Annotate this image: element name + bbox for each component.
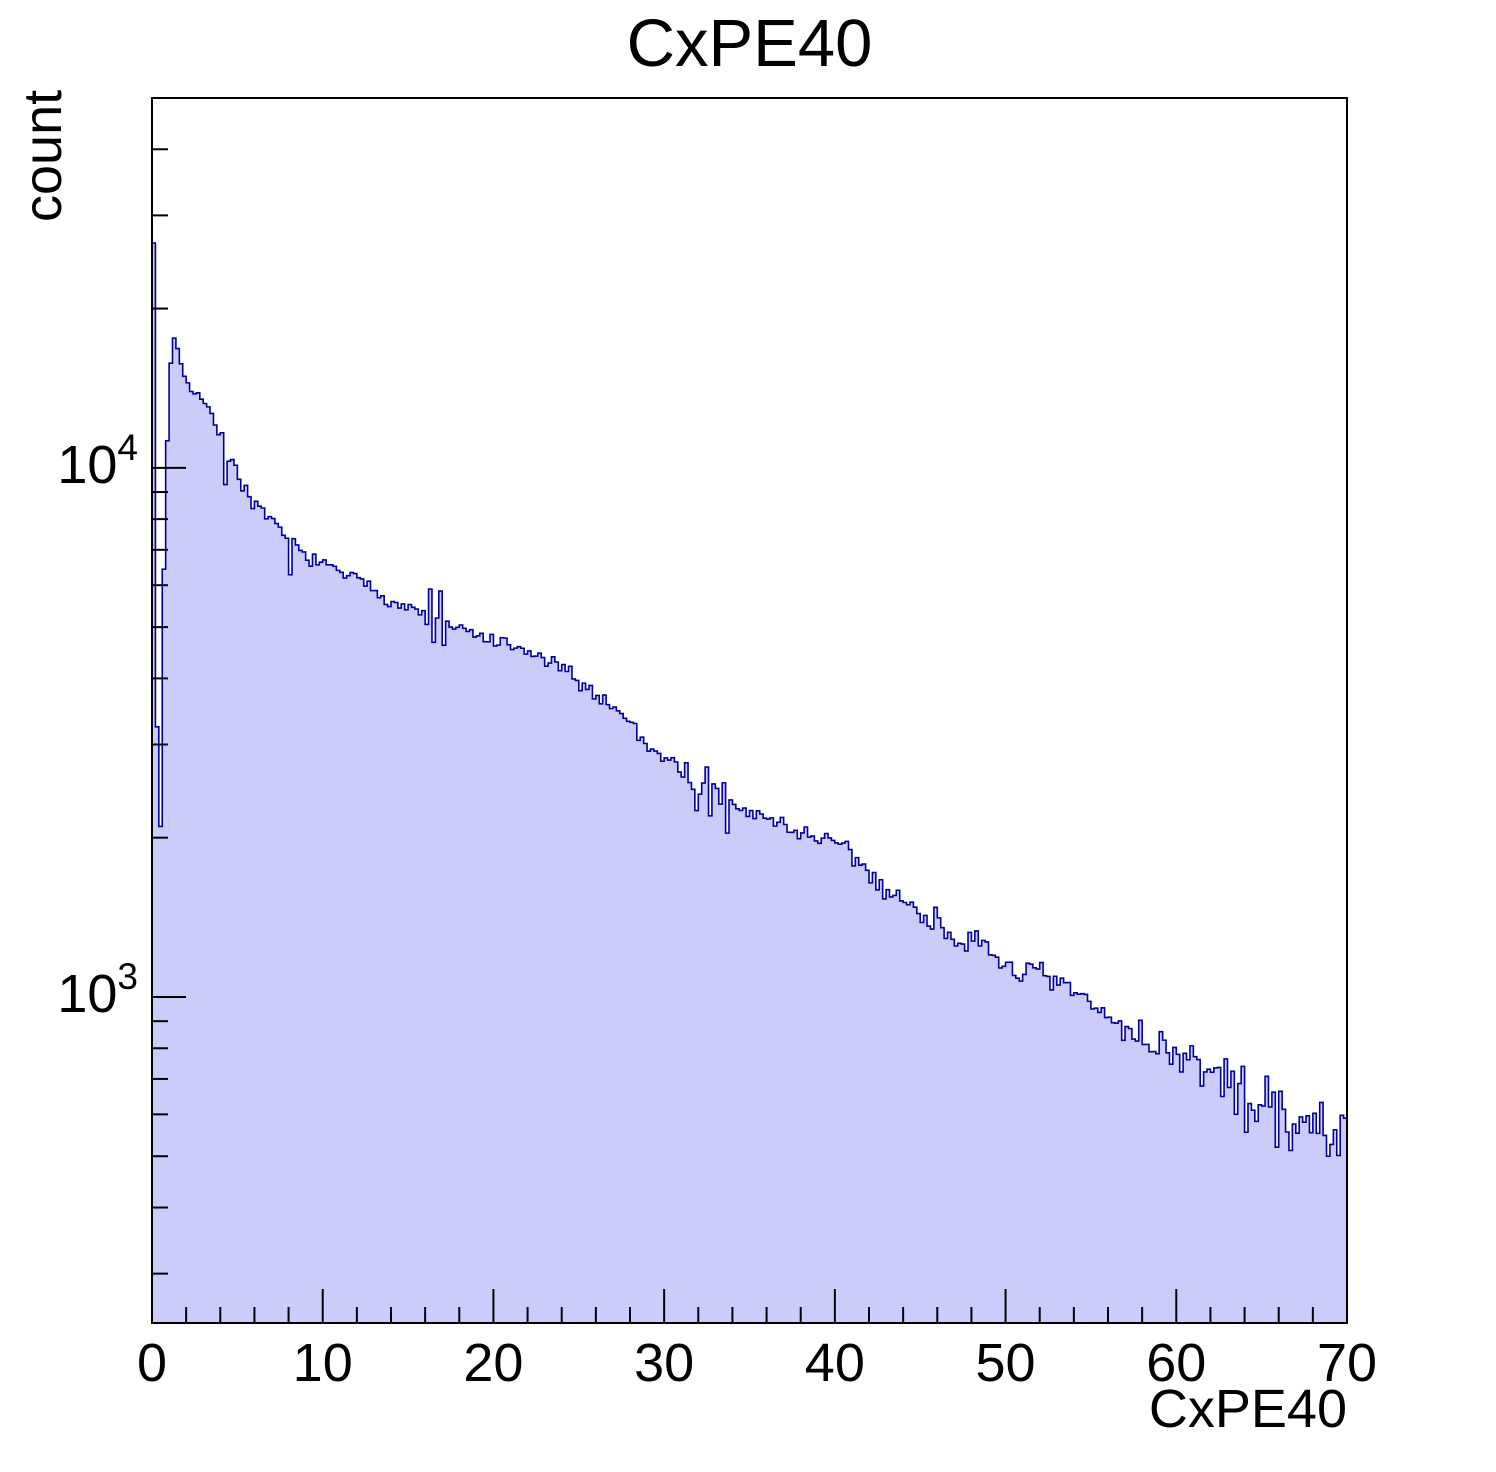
x-tick-label: 40: [804, 1333, 865, 1393]
y-tick-label: 104: [0, 429, 138, 496]
x-tick-label: 0: [136, 1333, 168, 1393]
x-tick-label: 50: [975, 1333, 1036, 1393]
x-axis-title: CxPE40: [1148, 1379, 1347, 1439]
plot-frame: [151, 97, 1348, 1324]
y-tick-label: 103: [0, 958, 138, 1025]
x-tick-label: 70: [1316, 1333, 1378, 1393]
histogram-area: [151, 242, 1348, 1324]
x-tick-label: 20: [463, 1333, 524, 1393]
y-tick-exponent: 3: [117, 955, 138, 997]
y-tick-exponent: 4: [117, 426, 138, 468]
y-tick-base: 10: [57, 963, 118, 1024]
y-axis-title: count: [13, 89, 73, 222]
x-tick-label: 60: [1146, 1333, 1207, 1393]
y-tick-base: 10: [57, 434, 118, 495]
x-tick-label: 30: [634, 1333, 695, 1393]
chart-title: CxPE40: [626, 6, 873, 81]
x-tick-label: 10: [292, 1333, 353, 1393]
